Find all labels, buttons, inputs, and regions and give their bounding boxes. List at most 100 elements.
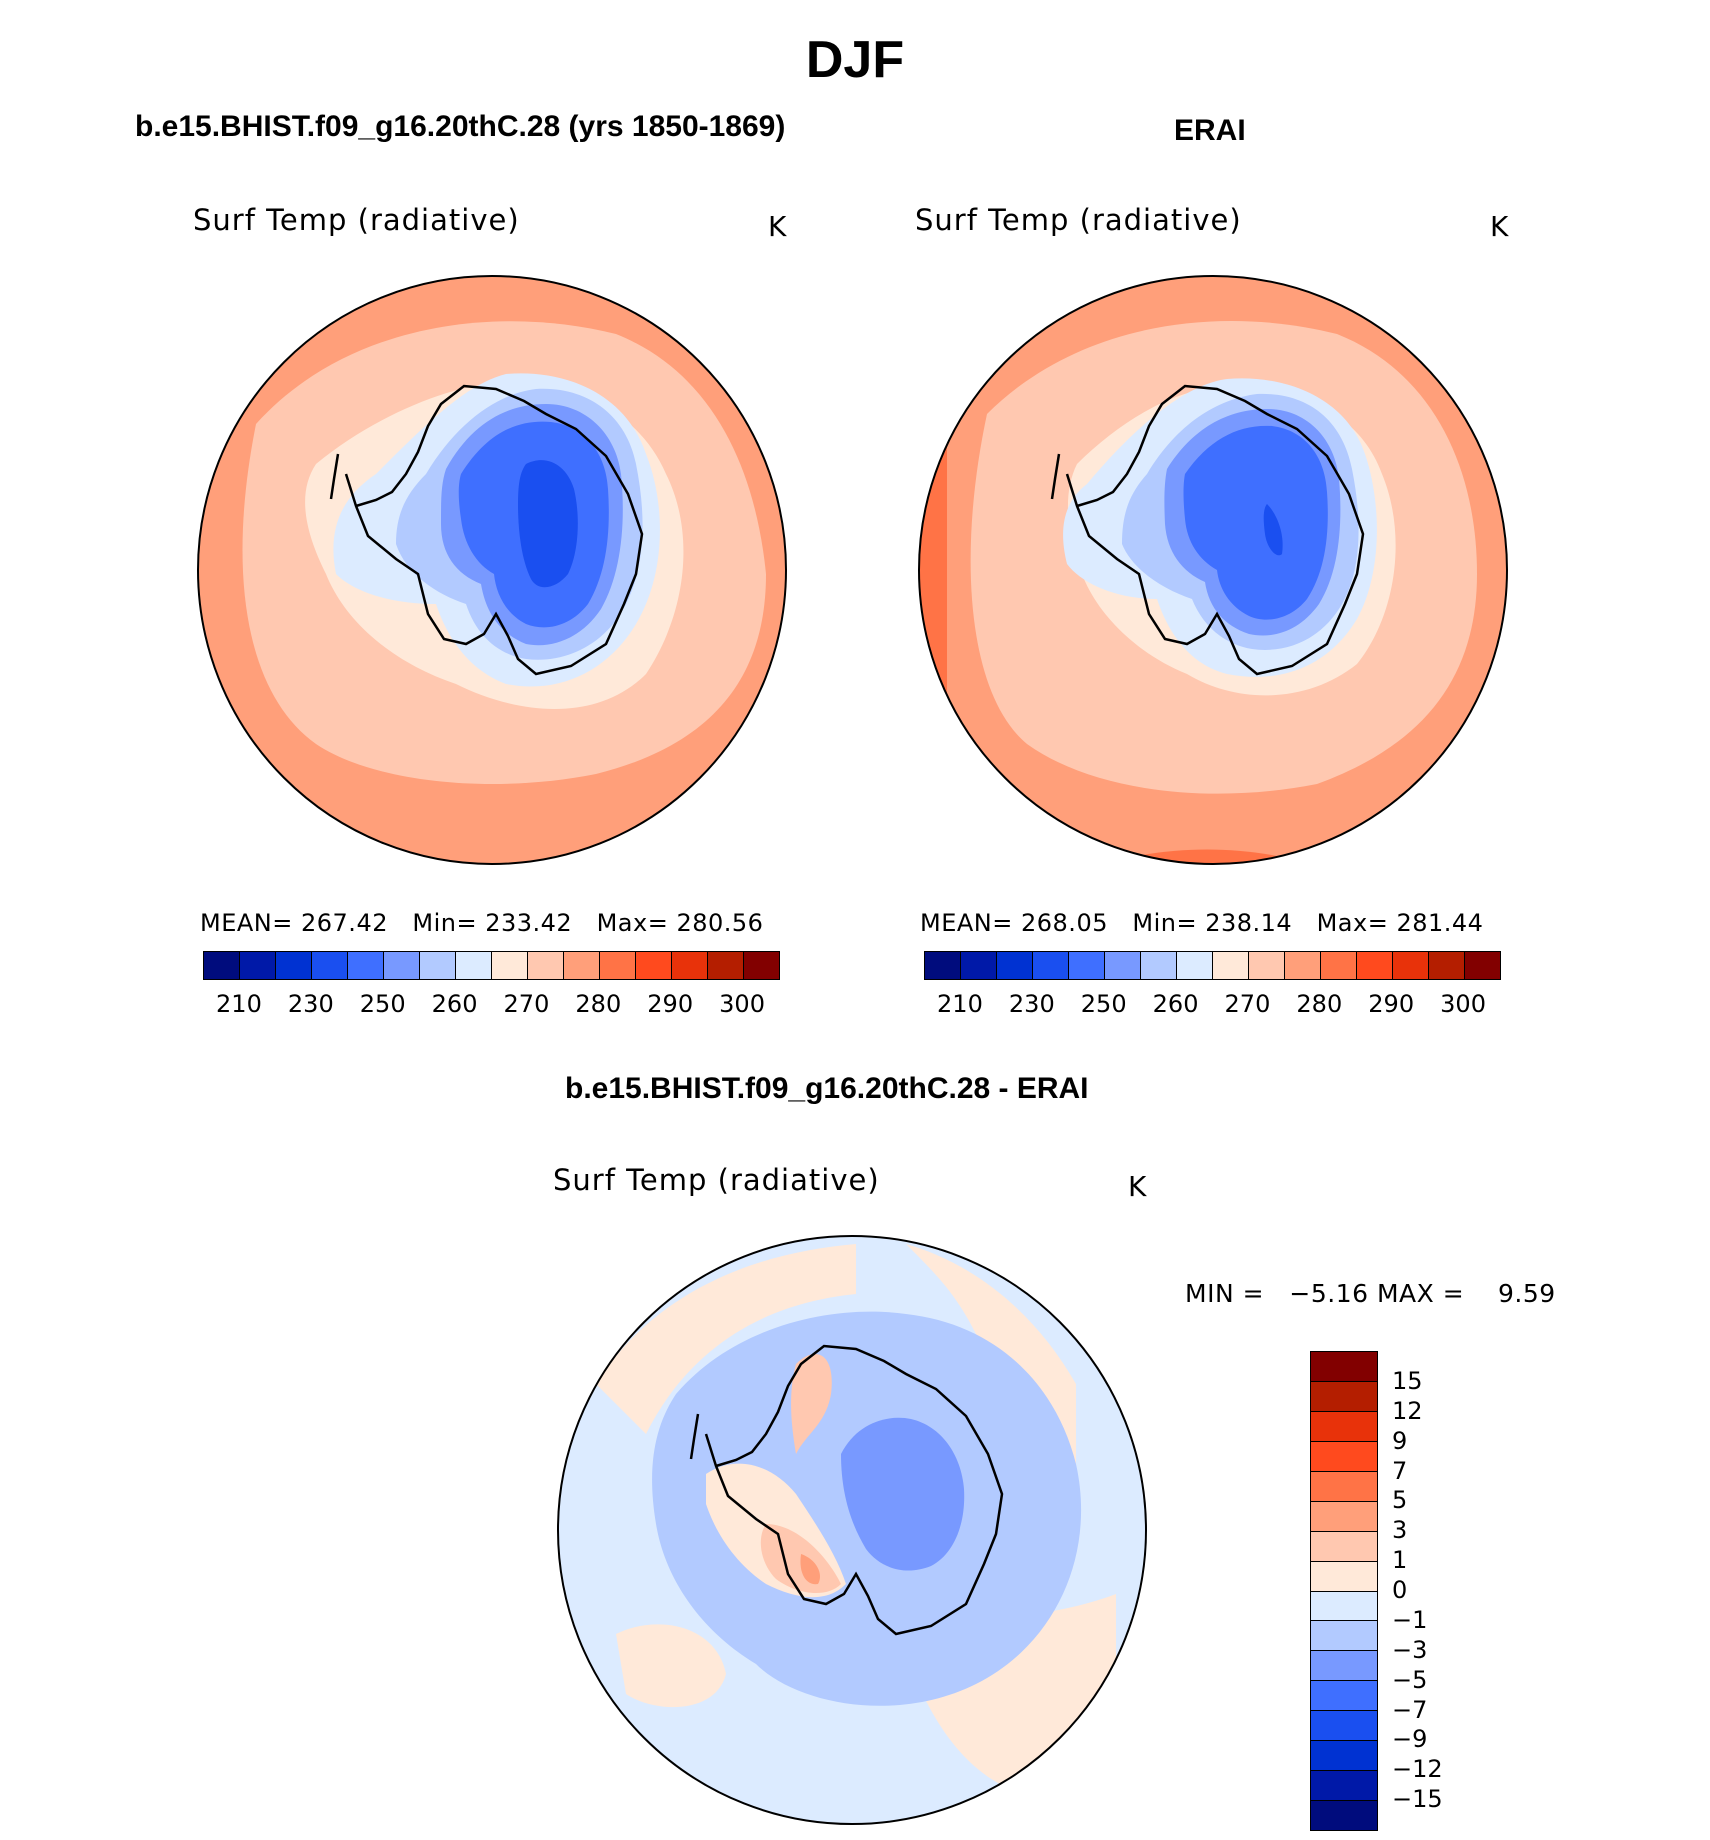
colorbar-tick-label: 250 bbox=[1080, 990, 1127, 1018]
colorbar-box bbox=[240, 952, 276, 979]
colorbar-tick-label: −3 bbox=[1392, 1635, 1428, 1664]
panel-3-units: K bbox=[1128, 1170, 1147, 1203]
colorbar-tick-label: 15 bbox=[1392, 1366, 1423, 1395]
panel-3-title: b.e15.BHIST.f09_g16.20thC.28 - ERAI bbox=[565, 1072, 1089, 1105]
colorbar-tick-label: 9 bbox=[1392, 1426, 1408, 1455]
panel-2-polar-map bbox=[918, 275, 1508, 865]
colorbar-tick-label: −12 bbox=[1392, 1755, 1443, 1784]
colorbar-tick-label: 300 bbox=[719, 990, 765, 1018]
colorbar-box bbox=[1311, 1651, 1377, 1682]
colorbar-box bbox=[1429, 952, 1465, 979]
colorbar-box bbox=[204, 952, 240, 979]
colorbar-tick-label: 260 bbox=[431, 990, 478, 1018]
colorbar-box bbox=[312, 952, 348, 979]
colorbar-tick-label: 300 bbox=[1440, 990, 1486, 1018]
colorbar-tick-label: 3 bbox=[1392, 1516, 1408, 1545]
colorbar-box bbox=[1465, 952, 1500, 979]
panel-3-variable-label: Surf Temp (radiative) bbox=[553, 1163, 880, 1197]
colorbar-box bbox=[1393, 952, 1429, 979]
colorbar-tick-label: 280 bbox=[575, 990, 622, 1018]
panel-3-polar-map bbox=[557, 1235, 1147, 1825]
colorbar-box bbox=[961, 952, 997, 979]
colorbar-box bbox=[600, 952, 636, 979]
colorbar-tick-label: −9 bbox=[1392, 1725, 1428, 1754]
colorbar-tick-label: 270 bbox=[1224, 990, 1271, 1018]
panel-2-title: ERAI bbox=[1174, 114, 1246, 147]
colorbar-box bbox=[708, 952, 744, 979]
colorbar-tick-label: 260 bbox=[1152, 990, 1199, 1018]
colorbar-box bbox=[1311, 1741, 1377, 1772]
colorbar-tick-label: 270 bbox=[503, 990, 550, 1018]
colorbar-box bbox=[1213, 952, 1249, 979]
colorbar-box bbox=[456, 952, 492, 979]
colorbar-box bbox=[1177, 952, 1213, 979]
colorbar-box bbox=[1311, 1591, 1377, 1622]
colorbar-box bbox=[1311, 1531, 1377, 1562]
colorbar-box bbox=[276, 952, 312, 979]
colorbar-tick-label: 210 bbox=[937, 990, 983, 1018]
colorbar-box bbox=[420, 952, 456, 979]
colorbar-box bbox=[1311, 1681, 1377, 1712]
colorbar-tick-label: 290 bbox=[647, 990, 694, 1018]
panel-3-colorbar bbox=[1310, 1351, 1378, 1831]
colorbar-tick-label: −15 bbox=[1392, 1785, 1443, 1814]
colorbar-box bbox=[1311, 1441, 1377, 1472]
panel-2-units: K bbox=[1490, 210, 1509, 243]
colorbar-box bbox=[492, 952, 528, 979]
panel-1-stats: MEAN= 267.42 Min= 233.42 Max= 280.56 bbox=[200, 909, 764, 937]
colorbar-tick-label: −5 bbox=[1392, 1665, 1428, 1694]
colorbar-box bbox=[744, 952, 779, 979]
panel-1-units: K bbox=[768, 210, 787, 243]
colorbar-tick-label: 5 bbox=[1392, 1486, 1408, 1515]
colorbar-box bbox=[1069, 952, 1105, 979]
colorbar-box bbox=[1357, 952, 1393, 979]
panel-1-variable-label: Surf Temp (radiative) bbox=[193, 203, 520, 237]
colorbar-box bbox=[1311, 1381, 1377, 1412]
colorbar-box bbox=[348, 952, 384, 979]
colorbar-box bbox=[997, 952, 1033, 979]
panel-2-colorbar bbox=[924, 951, 1501, 980]
colorbar-box bbox=[1285, 952, 1321, 979]
colorbar-box bbox=[384, 952, 420, 979]
panel-1-colorbar-ticks: 210 230 250 260 270 280 290 300 bbox=[203, 990, 778, 1020]
colorbar-box bbox=[1249, 952, 1285, 979]
colorbar-tick-label: 230 bbox=[1008, 990, 1055, 1018]
colorbar-tick-label: 250 bbox=[359, 990, 406, 1018]
main-title: DJF bbox=[805, 31, 905, 89]
colorbar-box bbox=[636, 952, 672, 979]
colorbar-box bbox=[672, 952, 708, 979]
panel-1-title: b.e15.BHIST.f09_g16.20thC.28 (yrs 1850-1… bbox=[135, 110, 786, 143]
panel-2-colorbar-ticks: 210 230 250 260 270 280 290 300 bbox=[924, 990, 1499, 1020]
panel-3-minmax: MIN = −5.16 MAX = 9.59 bbox=[1185, 1279, 1556, 1308]
panel-2-variable-label: Surf Temp (radiative) bbox=[915, 203, 1242, 237]
colorbar-box bbox=[1105, 952, 1141, 979]
colorbar-tick-label: −1 bbox=[1392, 1605, 1428, 1634]
colorbar-box bbox=[1033, 952, 1069, 979]
colorbar-tick-label: 1 bbox=[1392, 1546, 1408, 1575]
colorbar-box bbox=[1311, 1352, 1377, 1382]
colorbar-tick-label: 290 bbox=[1368, 990, 1415, 1018]
colorbar-tick-label: 12 bbox=[1392, 1396, 1423, 1425]
colorbar-tick-label: 280 bbox=[1296, 990, 1343, 1018]
colorbar-box bbox=[1321, 952, 1357, 979]
panel-3-colorbar-ticks: 15 12 9 7 5 3 1 0 −1 −3 −5 −7 −9 −12 −15 bbox=[1392, 1351, 1472, 1829]
colorbar-box bbox=[1311, 1771, 1377, 1802]
colorbar-tick-label: 230 bbox=[287, 990, 334, 1018]
colorbar-box bbox=[1311, 1801, 1377, 1830]
colorbar-tick-label: 7 bbox=[1392, 1456, 1408, 1485]
colorbar-tick-label: −7 bbox=[1392, 1695, 1428, 1724]
colorbar-box bbox=[925, 952, 961, 979]
colorbar-box bbox=[1311, 1411, 1377, 1442]
colorbar-box bbox=[1311, 1561, 1377, 1592]
colorbar-tick-label: 0 bbox=[1392, 1576, 1408, 1604]
panel-1-polar-map bbox=[197, 275, 787, 865]
colorbar-box bbox=[564, 952, 600, 979]
colorbar-tick-label: 210 bbox=[216, 990, 262, 1018]
colorbar-box bbox=[528, 952, 564, 979]
colorbar-box bbox=[1141, 952, 1177, 979]
panel-2-stats: MEAN= 268.05 Min= 238.14 Max= 281.44 bbox=[920, 909, 1484, 937]
colorbar-box bbox=[1311, 1711, 1377, 1742]
panel-1-colorbar bbox=[203, 951, 780, 980]
colorbar-box bbox=[1311, 1621, 1377, 1652]
colorbar-box bbox=[1311, 1501, 1377, 1532]
